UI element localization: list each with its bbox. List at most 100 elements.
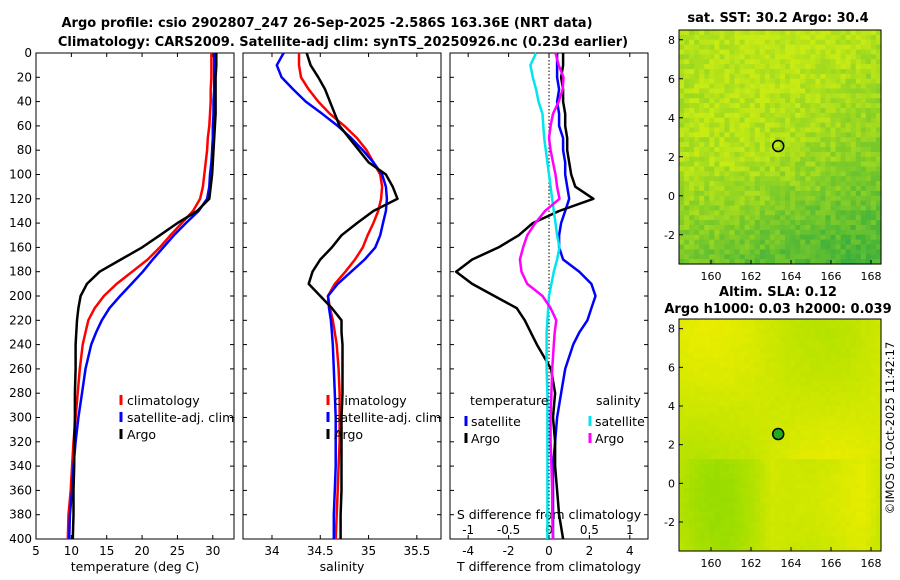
map-cell — [699, 112, 705, 119]
map-cell — [744, 127, 751, 133]
map-cell — [679, 381, 685, 388]
map-cell — [830, 254, 837, 260]
map-cell — [835, 215, 842, 221]
map-cell — [714, 435, 720, 441]
map-cell — [855, 333, 862, 339]
map-cell — [795, 396, 801, 402]
map-cell — [850, 117, 857, 124]
map-cell — [694, 176, 700, 182]
map-cell — [830, 127, 837, 133]
map-cell — [835, 522, 842, 528]
map-cell — [764, 319, 771, 325]
map-cell — [870, 473, 877, 480]
map-cell — [860, 93, 867, 99]
map-cell — [865, 396, 872, 402]
map-cell — [679, 78, 685, 85]
map-cell — [845, 190, 852, 197]
map-cell — [835, 54, 842, 60]
map-cell — [795, 54, 801, 60]
map-cell — [850, 166, 857, 172]
map-cell — [870, 449, 877, 455]
map-cell — [780, 205, 786, 211]
x-tick-label: 4 — [626, 544, 634, 558]
map-cell — [805, 59, 811, 65]
map-cell — [749, 30, 756, 36]
map-cell — [694, 319, 700, 325]
map-cell — [800, 142, 806, 148]
map-cell — [679, 93, 685, 99]
map-cell — [764, 234, 771, 241]
map-cell — [795, 497, 801, 504]
map-cell — [734, 30, 741, 36]
map-cell — [699, 444, 705, 451]
map-cell — [704, 512, 710, 518]
map-cell — [734, 493, 741, 499]
map-cell — [840, 259, 847, 265]
map-cell — [709, 225, 715, 231]
map-cell — [805, 249, 811, 255]
map-cell — [679, 328, 685, 335]
map-cell — [709, 464, 715, 470]
map-cell — [870, 137, 877, 143]
map-cell — [704, 181, 710, 187]
map-cell — [865, 526, 872, 533]
map-cell — [855, 69, 862, 75]
map-cell — [679, 333, 685, 339]
map-cell — [724, 372, 731, 378]
map-cell — [704, 254, 710, 260]
map-cell — [840, 200, 847, 207]
map-cell — [875, 435, 882, 441]
map-cell — [714, 30, 720, 36]
map-cell — [815, 254, 821, 260]
map-cell — [759, 415, 766, 422]
map-cell — [840, 352, 847, 359]
map-cell — [810, 488, 816, 494]
map-cell — [719, 425, 726, 431]
map-cell — [870, 88, 877, 94]
map-cell — [815, 93, 821, 99]
map-cell — [684, 425, 690, 431]
map-cell — [805, 468, 811, 475]
map-cell — [800, 420, 806, 426]
map-cell — [790, 44, 796, 51]
map-cell — [739, 319, 746, 325]
map-cell — [840, 526, 847, 533]
map-cell — [800, 103, 806, 109]
map-cell — [800, 319, 806, 325]
map-cell — [744, 225, 751, 231]
map-cell — [729, 244, 736, 250]
map-cell — [679, 132, 685, 138]
map-cell — [795, 333, 801, 339]
map-cell — [689, 425, 695, 431]
map-cell — [704, 517, 710, 523]
map-cell — [729, 410, 736, 417]
map-cell — [865, 69, 872, 75]
map-cell — [790, 73, 796, 80]
map-cell — [785, 210, 791, 216]
map-cell — [774, 357, 781, 364]
map-cell — [719, 44, 726, 51]
map-cell — [719, 171, 726, 177]
map-cell — [830, 333, 837, 339]
map-cell — [774, 122, 781, 129]
map-cell — [800, 502, 806, 509]
map-cell — [865, 425, 872, 431]
map-cell — [689, 319, 695, 325]
map-cell — [800, 166, 806, 172]
map-cell — [835, 473, 842, 480]
map-cell — [815, 410, 821, 417]
map-cell — [754, 64, 761, 70]
map-cell — [759, 239, 766, 246]
map-cell — [785, 425, 791, 431]
map-cell — [709, 78, 715, 85]
map-cell — [860, 526, 867, 533]
map-cell — [785, 323, 791, 330]
map-cell — [749, 377, 756, 383]
map-cell — [865, 215, 872, 221]
map-cell — [805, 239, 811, 246]
map-cell — [845, 156, 852, 163]
map-cell — [724, 161, 731, 168]
map-cell — [764, 343, 771, 349]
map-cell — [815, 127, 821, 133]
map-cell — [719, 215, 726, 221]
